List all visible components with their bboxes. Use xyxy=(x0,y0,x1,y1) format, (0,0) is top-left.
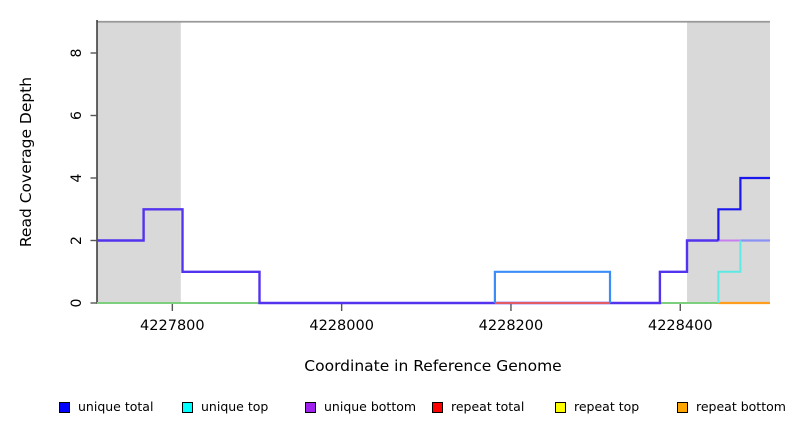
right-repeat-region xyxy=(687,21,770,303)
unique-total-right-steps xyxy=(717,176,770,241)
chart-generated-layers: 0 2 4 6 8 4227800 4228000 4228200 4228400 xyxy=(69,20,770,334)
x-tick-label: 4228000 xyxy=(309,318,374,334)
y-tick-label: 8 xyxy=(69,49,85,58)
y-tick-label: 4 xyxy=(69,173,85,182)
x-tick-label: 4227800 xyxy=(140,318,205,334)
y-tick-label: 0 xyxy=(69,299,85,308)
x-tick-label: 4228200 xyxy=(479,318,544,334)
unique-total-top-mid-step xyxy=(493,270,612,303)
unique-top-right-steps xyxy=(717,240,742,303)
y-tick-label: 6 xyxy=(69,111,85,120)
unique-bottom-and-total-steps xyxy=(97,208,719,305)
x-tick-label: 4228400 xyxy=(648,318,713,334)
y-tick-label: 2 xyxy=(69,236,85,245)
left-repeat-region xyxy=(97,21,181,303)
x-axis-title: Coordinate in Reference Genome xyxy=(304,357,561,375)
y-axis-title: Read Coverage Depth xyxy=(17,77,35,247)
